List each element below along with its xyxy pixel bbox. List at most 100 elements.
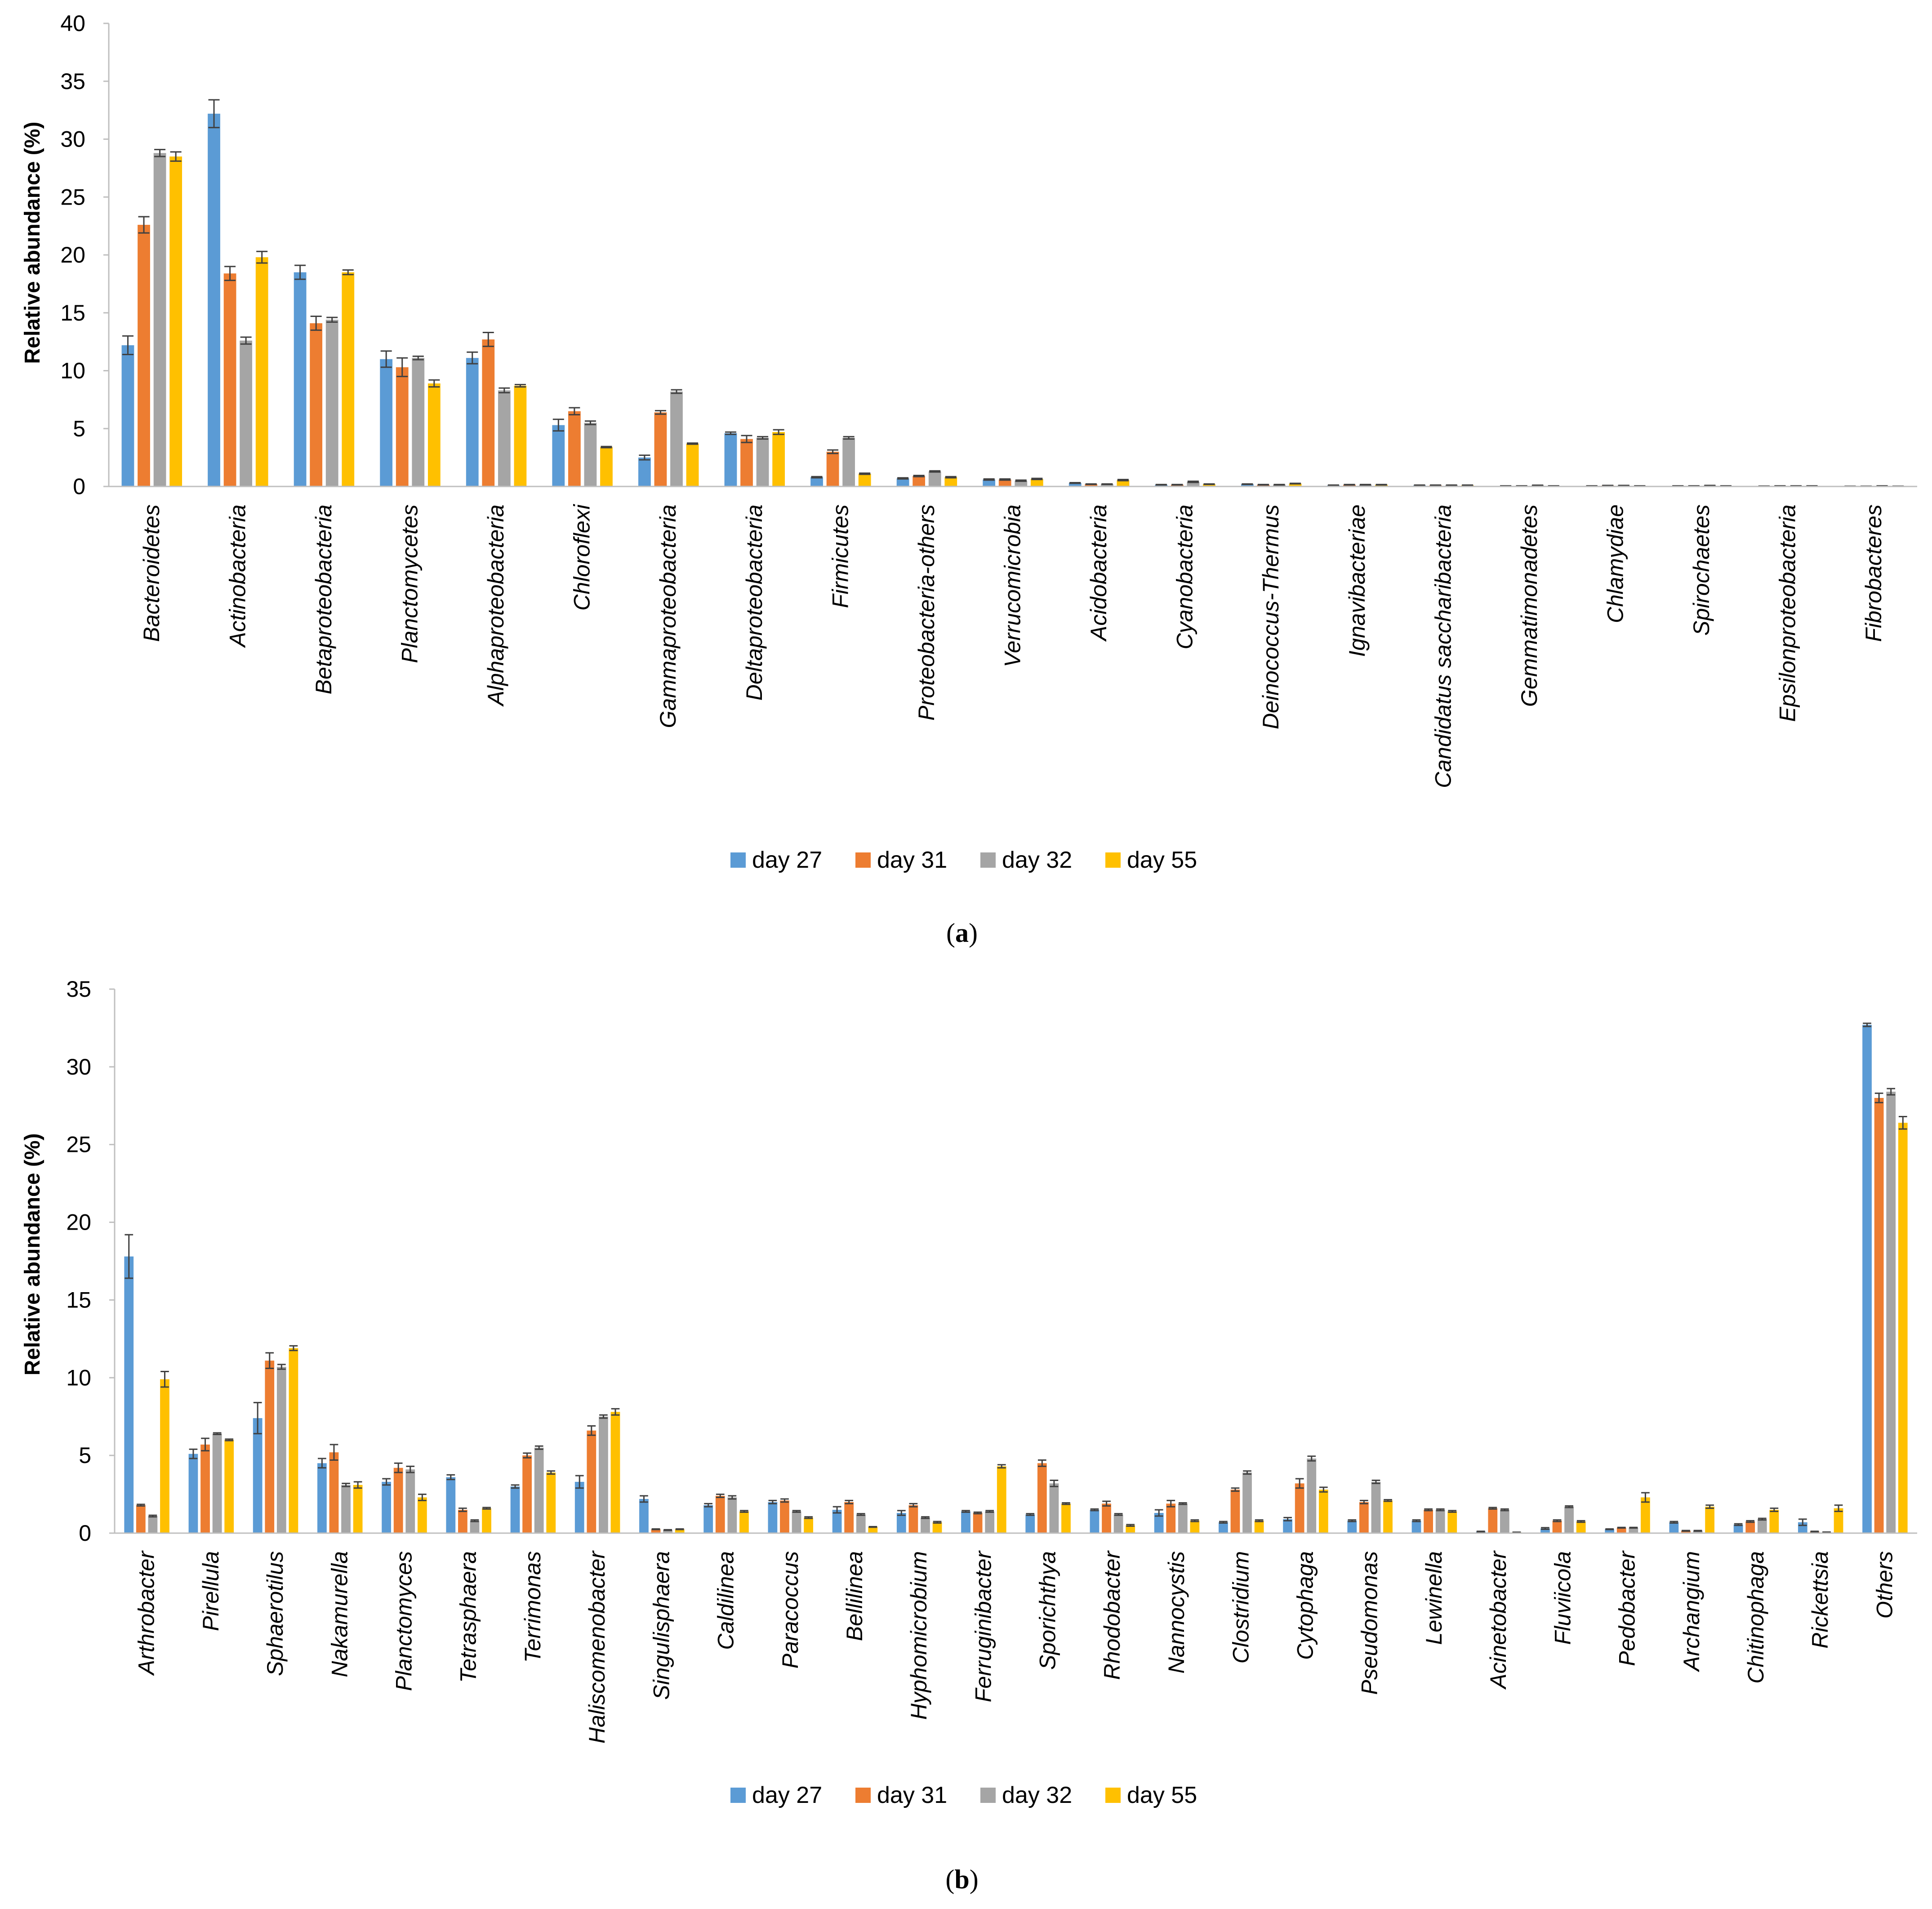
x-tick-label: Rhodobacter (1100, 1550, 1125, 1680)
bar-pirellula-day-27 (188, 1454, 198, 1533)
x-tick-label: Candidatus saccharibacteria (1430, 504, 1456, 788)
bar-tetrasphaera-day-27 (446, 1477, 456, 1533)
bar-lewinella-day-32 (1435, 1510, 1445, 1533)
bar-rickettsia-day-55 (1834, 1508, 1843, 1533)
y-tick-label: 30 (60, 127, 85, 152)
bar-bacteroidetes-day-55 (169, 156, 183, 486)
x-tick-label: Hyphomicrobium (906, 1551, 931, 1720)
bar-cytophaga-day-55 (1318, 1490, 1328, 1533)
bar-paracoccus-day-31 (780, 1500, 789, 1533)
bar-clostridium-day-31 (1230, 1490, 1240, 1533)
bar-firmicutes-day-32 (842, 437, 855, 486)
bar-nakamurella-day-55 (353, 1485, 363, 1533)
y-tick-label: 0 (79, 1521, 91, 1546)
legend-label: day 55 (1127, 847, 1197, 873)
bar-caldilinea-day-55 (739, 1511, 749, 1533)
y-tick-labels-a: 0 5 10 15 20 25 30 35 40 (60, 11, 109, 499)
panel-label-a: (a) (946, 918, 978, 948)
bar-terrimonas-day-55 (546, 1472, 556, 1533)
x-tick-label: Acinetobacter (1486, 1550, 1511, 1690)
bar-bacteroidetes-day-32 (153, 153, 166, 486)
bar-verrucomicrobia-day-55 (1030, 479, 1043, 486)
bar-deltaproteobacteria-day-55 (772, 432, 785, 486)
panel-label-a-letter: a (955, 918, 969, 948)
bar-terrimonas-day-31 (522, 1455, 532, 1533)
x-tick-label: Sphaerotilus (263, 1551, 288, 1676)
bar-planctomyces-day-55 (417, 1497, 427, 1533)
bar-group-a (121, 99, 1905, 487)
legend-label: day 31 (877, 847, 947, 873)
chart-panel-b: Relative abundance (%) 0 5 10 15 20 25 30 35 Ar… (21, 977, 1917, 1894)
bar-actinobacteria-day-31 (223, 273, 236, 486)
x-tick-label: Arthrobacter (134, 1550, 159, 1676)
bar-hyphomicrobium-day-31 (908, 1505, 918, 1533)
bar-chitinophaga-day-55 (1769, 1510, 1779, 1533)
bar-pedobacter-day-32 (1629, 1527, 1638, 1533)
bar-acidobacteria-day-55 (1117, 480, 1130, 486)
bar-betaproteobacteria-day-27 (294, 272, 307, 486)
y-tick-label: 20 (66, 1210, 91, 1235)
bar-pirellula-day-31 (200, 1444, 210, 1533)
bar-others-day-55 (1898, 1123, 1908, 1533)
bar-clostridium-day-27 (1218, 1522, 1228, 1533)
panel-label-b-open: ( (945, 1864, 954, 1894)
bar-terrimonas-day-32 (534, 1447, 544, 1533)
bar-fluviicola-day-31 (1552, 1521, 1562, 1533)
x-tick-label: Gemmatimonadetes (1517, 504, 1542, 707)
x-tick-label: Pirellula (198, 1551, 223, 1631)
bar-singulisphaera-day-27 (639, 1499, 649, 1533)
bar-proteobacteria-others-day-32 (928, 471, 941, 486)
x-tick-label: Chlamydiae (1603, 504, 1628, 623)
bar-rhodobacter-day-55 (1126, 1525, 1135, 1533)
y-tick-label: 35 (66, 977, 91, 1002)
bar-clostridium-day-32 (1242, 1472, 1252, 1533)
bar-bellilinea-day-31 (844, 1502, 854, 1533)
bar-singulisphaera-day-55 (675, 1529, 685, 1533)
x-tick-label: Chloroflexi (570, 504, 595, 611)
bar-lewinella-day-31 (1424, 1510, 1433, 1533)
legend-label: day 27 (752, 1782, 822, 1808)
x-tick-label: Nannocystis (1164, 1551, 1189, 1673)
bar-bellilinea-day-27 (832, 1510, 842, 1533)
bar-arthrobacter-day-31 (136, 1505, 146, 1533)
bar-acidobacteria-day-27 (1068, 483, 1082, 486)
bar-ferruginibacter-day-27 (961, 1511, 970, 1533)
x-tick-label: Paracoccus (778, 1551, 803, 1668)
bar-bellilinea-day-32 (856, 1514, 866, 1533)
x-tick-label: Cyanobacteria (1172, 504, 1197, 649)
x-tick-label: Deltaproteobacteria (742, 504, 767, 700)
x-tick-label: Fluviicola (1550, 1551, 1575, 1645)
bar-tetrasphaera-day-31 (458, 1510, 467, 1533)
legend-b: day 27 day 31 day 32 day 55 (730, 1782, 1197, 1808)
x-tick-label: Ferruginibacter (970, 1550, 996, 1703)
bar-sporichthya-day-27 (1025, 1514, 1035, 1533)
x-tick-label: Nakamurella (327, 1551, 352, 1677)
legend-swatch-day-32 (980, 852, 996, 868)
bar-pirellula-day-55 (224, 1440, 234, 1533)
bar-chloroflexi-day-27 (552, 425, 565, 486)
y-tick-label: 25 (60, 184, 85, 210)
bar-bacteroidetes-day-27 (121, 345, 134, 486)
x-tick-label: Planctomyces (391, 1551, 416, 1691)
bar-firmicutes-day-55 (858, 473, 871, 486)
bar-cytophaga-day-27 (1283, 1519, 1292, 1533)
y-tick-label: 5 (79, 1443, 91, 1468)
bar-others-day-32 (1886, 1092, 1896, 1533)
x-tick-label: Clostridium (1228, 1551, 1253, 1664)
y-tick-labels-b: 0 5 10 15 20 25 30 35 (66, 977, 115, 1546)
legend-label: day 55 (1127, 1782, 1197, 1808)
bar-actinobacteria-day-55 (255, 257, 268, 486)
bar-verrucomicrobia-day-31 (998, 479, 1011, 486)
bar-proteobacteria-others-day-27 (896, 478, 909, 486)
bar-sphaerotilus-day-55 (289, 1348, 298, 1533)
bar-lewinella-day-27 (1411, 1521, 1421, 1533)
bar-pedobacter-day-27 (1605, 1529, 1615, 1533)
bar-chitinophaga-day-27 (1733, 1524, 1743, 1533)
bar-sphaerotilus-day-31 (265, 1360, 275, 1533)
y-tick-label: 10 (66, 1365, 91, 1390)
bar-haliscomenobacter-day-31 (587, 1430, 597, 1533)
x-tick-label: Fibrobacteres (1861, 504, 1886, 642)
bar-pseudomonas-day-32 (1371, 1481, 1381, 1533)
x-tick-labels-b: Arthrobacter Pirellula Sphaerotilus Nakamur… (134, 1550, 1897, 1744)
